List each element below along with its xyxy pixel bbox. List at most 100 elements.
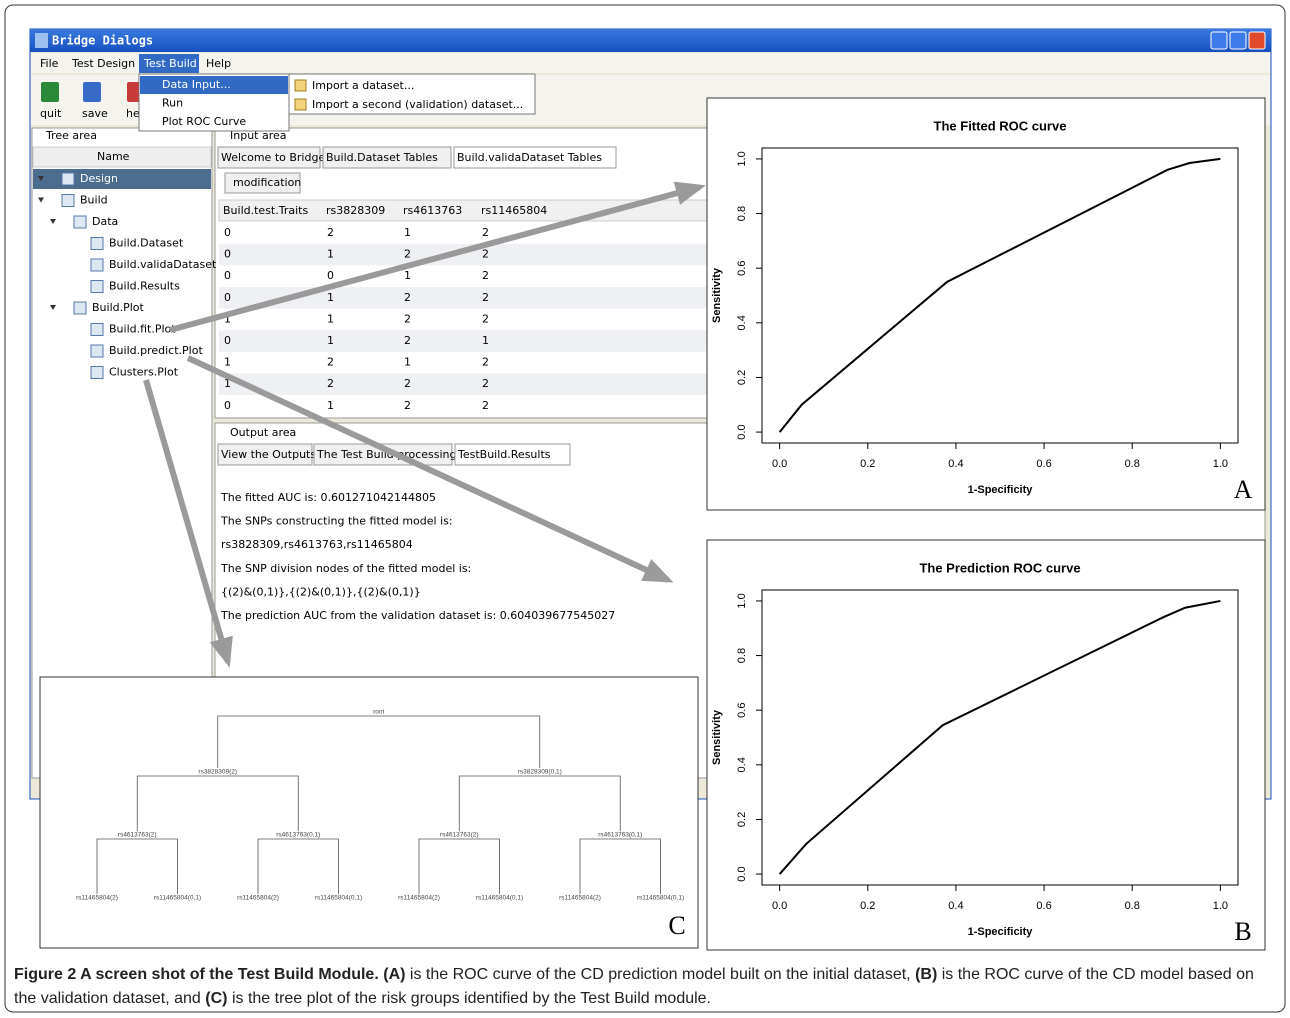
row-stripe	[219, 330, 709, 352]
y-tick-label: 0.2	[736, 812, 748, 827]
table-cell: 2	[482, 356, 489, 369]
menu-item[interactable]: Test Design	[71, 57, 135, 70]
tree-header: Tree area	[45, 129, 97, 142]
menu-item[interactable]: Import a second (validation) dataset...	[312, 98, 523, 111]
table-column: rs3828309	[326, 204, 385, 217]
tab-label[interactable]: View the Outputs	[221, 448, 316, 461]
x-tick-label: 0.8	[1125, 900, 1140, 912]
tree-node[interactable]: Build.validaDataset	[109, 258, 217, 271]
menu-item[interactable]: Help	[206, 57, 231, 70]
table-cell: 1	[327, 291, 334, 304]
chart-title: The Fitted ROC curve	[934, 118, 1067, 133]
caption-text: (A)	[383, 966, 405, 983]
menu-item[interactable]: Plot ROC Curve	[162, 115, 246, 128]
table-cell: 2	[482, 226, 489, 239]
menu-item[interactable]: Test Build	[143, 57, 197, 70]
tree-node[interactable]: Clusters.Plot	[109, 366, 179, 379]
tree-node-label: rs11465804(0,1)	[154, 895, 201, 902]
toolbar-label[interactable]: save	[82, 107, 108, 120]
tree-node[interactable]: Build.Dataset	[109, 237, 184, 250]
tree-node[interactable]: Build.Results	[109, 280, 180, 293]
tree-node[interactable]: Data	[92, 215, 118, 228]
toolbar-icon[interactable]	[83, 82, 101, 102]
menu-item[interactable]: File	[40, 57, 59, 70]
button-label[interactable]: modification	[233, 176, 301, 189]
table-cell: 1	[327, 334, 334, 347]
table-cell: 0	[327, 269, 334, 282]
table-cell: 2	[404, 248, 411, 261]
maximize-button[interactable]	[1230, 32, 1246, 49]
tree-node-label: rs3828309(0,1)	[518, 769, 562, 776]
tree-panel	[40, 677, 698, 948]
y-tick-label: 0.4	[736, 757, 748, 772]
menu-item[interactable]: Import a dataset...	[312, 79, 414, 92]
chart-panel	[707, 98, 1265, 510]
tab-label[interactable]: Build.validaDataset Tables	[457, 151, 602, 164]
output-header: Output area	[230, 426, 296, 439]
y-axis-label: Sensitivity	[711, 709, 723, 765]
column-name: Name	[97, 150, 130, 163]
table-cell: 0	[224, 399, 231, 412]
table-column: Build.test.Traits	[223, 204, 308, 217]
x-tick-label: 0.2	[860, 900, 875, 912]
row-stripe	[219, 373, 709, 395]
tree-node-label: rs11465804(2)	[398, 895, 440, 902]
output-line: The SNPs constructing the fitted model i…	[220, 515, 453, 528]
x-tick-label: 0.2	[860, 458, 875, 470]
table-cell: 1	[482, 334, 489, 347]
tree-node[interactable]: Build.fit.Plot	[109, 323, 176, 336]
title-bar	[30, 29, 1271, 52]
table-cell: 1	[327, 399, 334, 412]
tab-label[interactable]: Build.Dataset Tables	[326, 151, 438, 164]
app-icon	[35, 33, 48, 48]
tab-label[interactable]: TestBuild.Results	[457, 448, 551, 461]
y-axis-label: Sensitivity	[711, 267, 723, 323]
x-axis-label: 1-Specificity	[968, 484, 1034, 496]
tree-node-label: rs4613763(0,1)	[276, 832, 320, 839]
table-cell: 2	[482, 377, 489, 390]
selected-row	[33, 169, 211, 189]
y-tick-label: 0.0	[736, 424, 748, 439]
x-tick-label: 0.0	[772, 458, 787, 470]
panel-label: A	[1234, 475, 1253, 504]
toolbar-label[interactable]: quit	[40, 107, 62, 120]
table-cell: 2	[482, 248, 489, 261]
table-cell: 2	[404, 312, 411, 325]
toolbar-label[interactable]: he	[126, 107, 140, 120]
minimize-button[interactable]	[1211, 32, 1227, 49]
close-button[interactable]	[1249, 32, 1265, 49]
tree-node[interactable]: Build	[80, 194, 108, 207]
table-cell: 0	[224, 291, 231, 304]
tree-node[interactable]: Design	[80, 172, 118, 185]
toolbar-icon[interactable]	[41, 82, 59, 102]
x-tick-label: 1.0	[1213, 458, 1228, 470]
table-cell: 0	[224, 248, 231, 261]
table-cell: 2	[327, 226, 334, 239]
caption-text: Figure 2 A screen shot of the Test Build…	[14, 966, 379, 983]
table-cell: 2	[482, 399, 489, 412]
tab-label[interactable]: Welcome to Bridge	[221, 151, 325, 164]
menu-item[interactable]: Run	[162, 97, 183, 110]
row-stripe	[219, 244, 709, 266]
table-cell: 2	[404, 399, 411, 412]
node-icon	[91, 324, 103, 336]
table-cell: 2	[482, 312, 489, 325]
table-cell: 2	[482, 269, 489, 282]
tree-node-label: rs11465804(0,1)	[476, 895, 523, 902]
tree-node[interactable]: Build.Plot	[92, 301, 145, 314]
x-tick-label: 1.0	[1213, 900, 1228, 912]
output-line: rs3828309,rs4613763,rs11465804	[221, 538, 413, 551]
y-tick-label: 0.6	[736, 261, 748, 276]
tree-node[interactable]: Build.predict.Plot	[109, 344, 203, 357]
chart-panel	[707, 540, 1265, 950]
node-icon	[91, 345, 103, 357]
caption-text: is the ROC curve of the CD prediction mo…	[410, 966, 911, 983]
menu-item[interactable]: Data Input...	[162, 78, 231, 91]
x-tick-label: 0.4	[948, 900, 963, 912]
x-tick-label: 0.0	[772, 900, 787, 912]
table-cell: 2	[327, 377, 334, 390]
table-cell: 0	[224, 226, 231, 239]
table-cell: 2	[404, 291, 411, 304]
tree-node-label: rs4613763(0,1)	[598, 832, 642, 839]
figure: Bridge Dialogs FileTest DesignTest Build…	[0, 0, 1290, 1018]
